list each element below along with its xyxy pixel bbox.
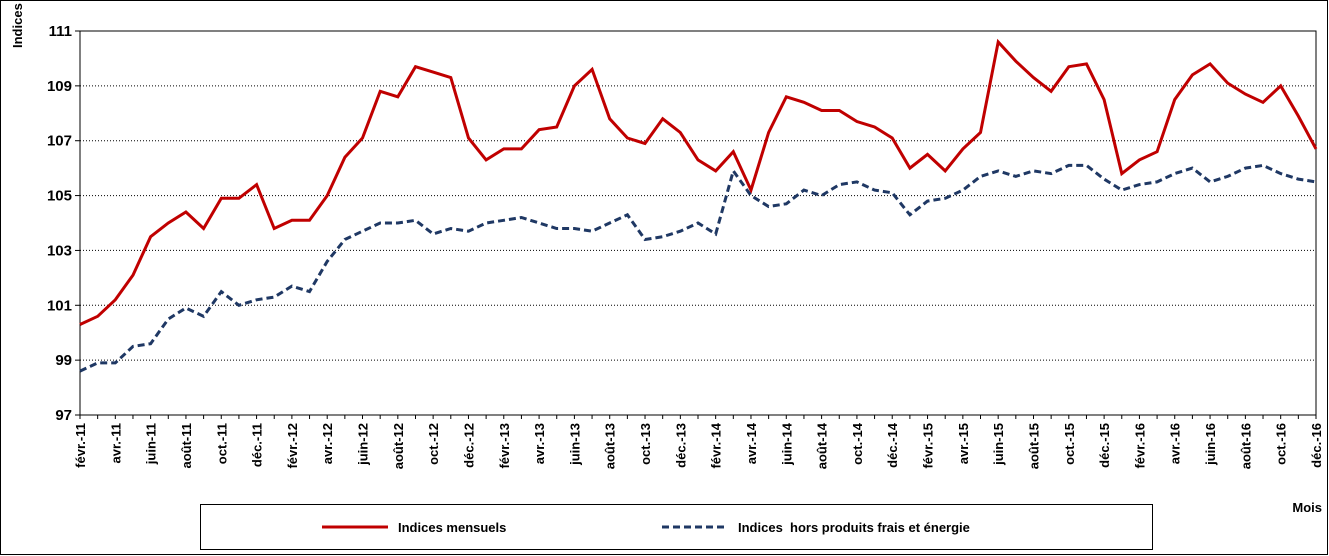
x-tick-label: oct.-16 [1274,423,1289,465]
x-tick-label: juin-15 [991,423,1006,466]
x-tick-label: juin-11 [144,423,159,465]
x-tick-label: févr.-13 [497,423,512,469]
x-tick-label: oct.-11 [214,423,229,464]
x-tick-label: juin-16 [1203,423,1218,466]
x-tick-label: févr.-11 [73,423,88,468]
y-tick-label: 97 [55,407,72,424]
x-tick-label: févr.-14 [709,422,724,468]
y-tick-label: 111 [49,23,72,40]
y-tick-label: 109 [47,78,72,95]
legend-label: Indices mensuels [398,520,506,535]
x-tick-label: avr.-11 [108,423,123,464]
x-tick-label: déc.-14 [885,422,900,468]
x-tick-label: avr.-13 [532,423,547,464]
y-tick-label: 103 [47,242,72,259]
x-tick-label: août-13 [603,423,618,469]
x-tick-label: oct.-13 [638,423,653,465]
x-tick-label: août-15 [1026,423,1041,469]
x-tick-label: févr.-15 [921,423,936,469]
y-tick-label: 99 [55,352,72,369]
y-axis-label: Indices [10,3,25,48]
x-tick-label: déc.-11 [250,423,265,467]
x-tick-label: déc.-15 [1097,423,1112,468]
y-tick-label: 105 [47,188,72,205]
y-tick-label: 101 [47,297,72,314]
x-tick-label: avr.-16 [1168,423,1183,464]
x-tick-label: août-12 [391,423,406,469]
x-tick-label: oct.-14 [850,422,865,465]
x-tick-label: juin-14 [779,422,794,466]
series-line [79,38,1318,326]
y-tick-label: 107 [47,133,72,150]
x-tick-label: juin-13 [567,423,582,466]
x-tick-label: déc.-16 [1309,423,1324,468]
x-tick-label: août-14 [815,422,830,469]
x-tick-label: août-16 [1238,423,1253,469]
x-tick-label: avr.-15 [956,423,971,464]
x-tick-label: déc.-13 [673,423,688,468]
x-tick-label: oct.-15 [1062,423,1077,465]
series-line [79,163,1317,373]
x-tick-label: août-11 [179,423,194,469]
x-tick-label: févr.-16 [1132,423,1147,469]
x-tick-label: juin-12 [356,423,371,466]
legend-label: Indices hors produits frais et énergie [738,520,970,535]
x-tick-label: déc.-12 [461,423,476,468]
x-tick-label: avr.-14 [744,422,759,464]
x-tick-label: févr.-12 [285,423,300,469]
x-axis-label: Mois [1292,500,1322,515]
x-tick-label: oct.-12 [426,423,441,465]
x-tick-label: avr.-12 [320,423,335,464]
